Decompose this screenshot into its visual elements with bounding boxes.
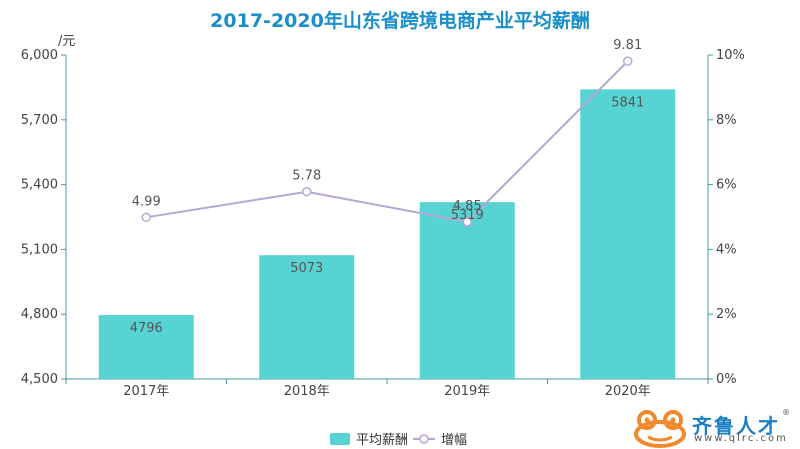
legend-label-bar: 平均薪酬 xyxy=(356,433,408,448)
x-tick-label: 2020年 xyxy=(605,384,651,399)
logo-registered-mark: ® xyxy=(782,408,790,417)
y-left-unit-label: /元 xyxy=(58,34,75,49)
data-labels: 4796 5073 5319 5841 4.99 5.78 4.85 9.81 xyxy=(130,38,645,336)
y-left-tick-label: 4,800 xyxy=(21,307,58,322)
legend-label-line: 增幅 xyxy=(441,433,467,448)
line-point xyxy=(302,186,312,197)
y-right-tick-label: 6% xyxy=(716,178,737,193)
bar xyxy=(259,255,355,379)
y-right-tick-label: 2% xyxy=(716,307,737,322)
bar-value-label: 4796 xyxy=(130,321,163,336)
bar xyxy=(419,202,515,379)
legend: 平均薪酬 增幅 xyxy=(330,433,467,448)
x-tick-label: 2018年 xyxy=(284,384,330,399)
line-point xyxy=(141,212,151,223)
bar-value-label: 5319 xyxy=(451,208,484,223)
line-path xyxy=(146,60,629,223)
logo-url: www.qlrc.com xyxy=(694,433,788,444)
legend-swatch-bar xyxy=(330,433,350,445)
y-right-tick-label: 10% xyxy=(716,48,745,63)
frog-icon xyxy=(634,410,686,448)
bar xyxy=(98,315,194,379)
bar-value-label: 5073 xyxy=(290,261,323,276)
line-series xyxy=(141,56,633,227)
y-left-tick-label: 5,400 xyxy=(21,178,58,193)
logo: 齐鲁人才 www.qlrc.com ® xyxy=(632,408,800,449)
bar xyxy=(580,89,676,380)
line-value-label: 9.81 xyxy=(613,38,642,53)
bar-series xyxy=(98,89,676,380)
y-left-tick-label: 5,700 xyxy=(21,113,58,128)
line-value-label: 5.78 xyxy=(292,169,321,184)
line-point xyxy=(462,217,472,227)
y-right-tick-label: 8% xyxy=(716,113,737,128)
y-left-tick-label: 4,500 xyxy=(21,372,58,387)
y-right-tick-label: 4% xyxy=(716,242,737,257)
line-point xyxy=(623,56,633,66)
line-value-label: 4.99 xyxy=(132,194,161,209)
y-right-tick-label: 0% xyxy=(716,372,737,387)
logo-name: 齐鲁人才 xyxy=(692,414,780,438)
y-left-tick-label: 5,100 xyxy=(21,242,58,257)
y-left-tick-label: 6,000 xyxy=(21,48,58,63)
x-tick-label: 2017年 xyxy=(123,384,169,399)
chart-title: 2017-2020年山东省跨境电商产业平均薪酬 xyxy=(210,10,590,32)
legend-swatch-marker xyxy=(419,434,429,444)
line-value-label: 4.85 xyxy=(453,199,482,214)
x-tick-label: 2019年 xyxy=(444,384,490,399)
bar-value-label: 5841 xyxy=(611,95,644,110)
